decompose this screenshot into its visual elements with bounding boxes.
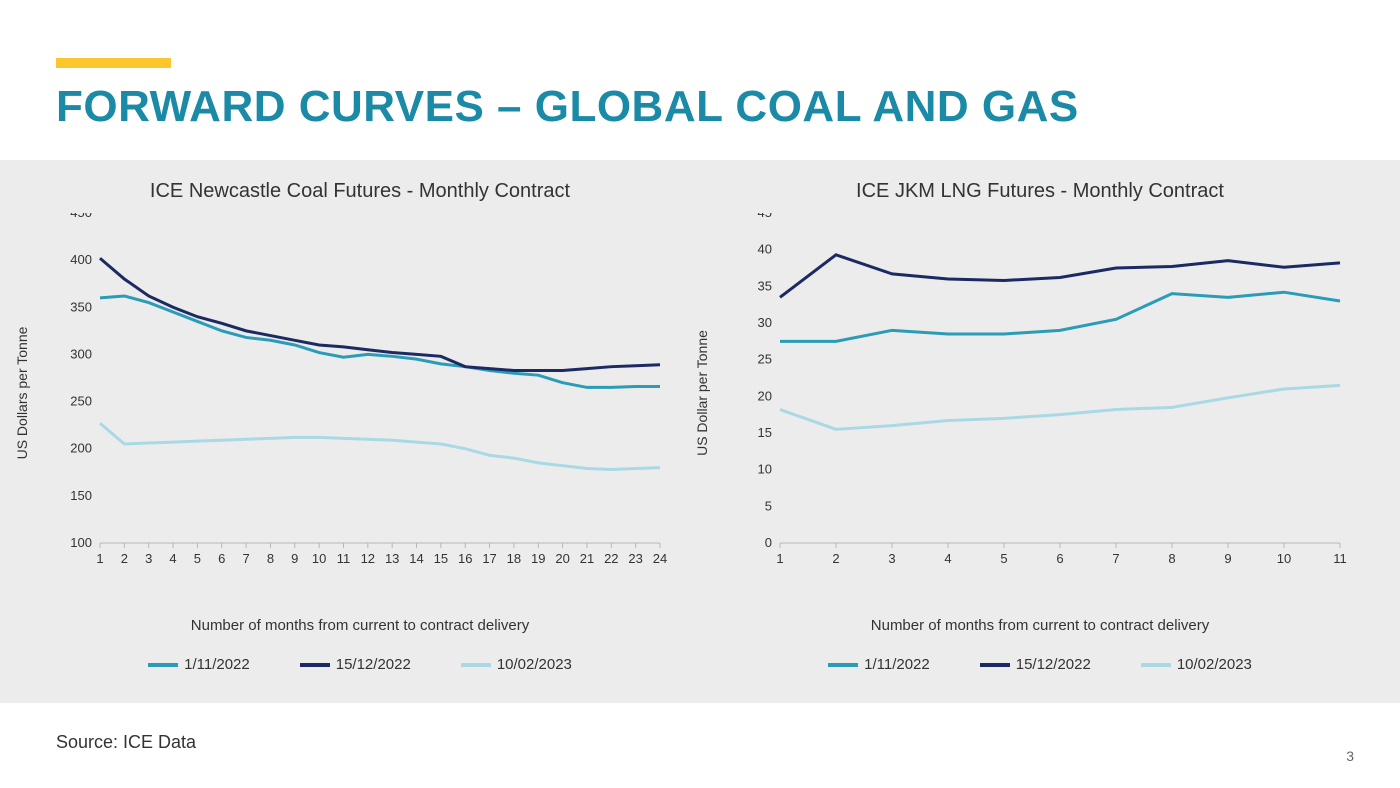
legend-label: 1/11/2022 (184, 656, 250, 673)
legend-item-s2: 15/12/2022 (300, 656, 411, 673)
svg-text:16: 16 (458, 551, 472, 566)
svg-text:8: 8 (1168, 551, 1175, 566)
legend-label: 1/11/2022 (864, 656, 930, 673)
legend-item-s3: 10/02/2023 (1141, 656, 1252, 673)
svg-text:2: 2 (121, 551, 128, 566)
chart-band: ICE Newcastle Coal Futures - Monthly Con… (0, 160, 1400, 703)
legend-swatch (980, 663, 1010, 667)
svg-text:17: 17 (482, 551, 496, 566)
svg-text:10: 10 (312, 551, 326, 566)
svg-text:19: 19 (531, 551, 545, 566)
svg-text:5: 5 (1000, 551, 1007, 566)
svg-text:300: 300 (70, 346, 92, 361)
svg-text:20: 20 (555, 551, 569, 566)
series-line-s2 (100, 258, 660, 370)
chart-left-y-label: US Dollars per Tonne (14, 327, 30, 460)
series-line-s1 (100, 296, 660, 387)
svg-text:350: 350 (70, 299, 92, 314)
svg-text:8: 8 (267, 551, 274, 566)
chart-right-y-label: US Dollar per Tonne (694, 330, 710, 456)
svg-text:150: 150 (70, 488, 92, 503)
svg-text:4: 4 (944, 551, 951, 566)
svg-text:5: 5 (765, 498, 772, 513)
svg-text:250: 250 (70, 394, 92, 409)
svg-text:18: 18 (507, 551, 521, 566)
svg-text:450: 450 (70, 213, 92, 220)
svg-text:12: 12 (361, 551, 375, 566)
chart-right-svg: 0510152025303540451234567891011 (720, 213, 1360, 583)
svg-text:9: 9 (1224, 551, 1231, 566)
legend-swatch (461, 663, 491, 667)
chart-left-plot-wrap: US Dollars per Tonne 1001502002503003504… (40, 213, 680, 573)
svg-text:23: 23 (628, 551, 642, 566)
chart-left-x-label: Number of months from current to contrac… (40, 617, 680, 634)
svg-text:7: 7 (1112, 551, 1119, 566)
svg-text:400: 400 (70, 252, 92, 267)
svg-text:14: 14 (409, 551, 423, 566)
svg-text:6: 6 (1056, 551, 1063, 566)
svg-text:6: 6 (218, 551, 225, 566)
svg-text:1: 1 (776, 551, 783, 566)
series-line-s1 (780, 292, 1340, 341)
svg-text:11: 11 (337, 551, 351, 566)
accent-bar (56, 58, 171, 68)
svg-text:30: 30 (758, 315, 772, 330)
series-line-s3 (100, 423, 660, 469)
legend-label: 15/12/2022 (336, 656, 411, 673)
legend-item-s3: 10/02/2023 (461, 656, 572, 673)
svg-text:22: 22 (604, 551, 618, 566)
legend-swatch (300, 663, 330, 667)
series-line-s3 (780, 385, 1340, 429)
legend-label: 10/02/2023 (497, 656, 572, 673)
legend-label: 10/02/2023 (1177, 656, 1252, 673)
chart-right-plot-wrap: US Dollar per Tonne 05101520253035404512… (720, 213, 1360, 573)
svg-text:3: 3 (888, 551, 895, 566)
source-note: Source: ICE Data (56, 732, 196, 753)
svg-text:15: 15 (758, 425, 772, 440)
legend-item-s2: 15/12/2022 (980, 656, 1091, 673)
legend-label: 15/12/2022 (1016, 656, 1091, 673)
legend-item-s1: 1/11/2022 (148, 656, 250, 673)
chart-left-svg: 1001502002503003504004501234567891011121… (40, 213, 680, 583)
svg-text:200: 200 (70, 441, 92, 456)
svg-text:0: 0 (765, 535, 772, 550)
svg-text:21: 21 (580, 551, 594, 566)
svg-text:5: 5 (194, 551, 201, 566)
svg-text:1: 1 (96, 551, 103, 566)
svg-text:7: 7 (242, 551, 249, 566)
svg-text:24: 24 (653, 551, 667, 566)
chart-right-title: ICE JKM LNG Futures - Monthly Contract (720, 180, 1360, 203)
legend-swatch (828, 663, 858, 667)
svg-text:45: 45 (758, 213, 772, 220)
svg-text:9: 9 (291, 551, 298, 566)
chart-right-legend: 1/11/2022 15/12/2022 10/02/2023 (720, 656, 1360, 673)
svg-text:4: 4 (169, 551, 176, 566)
svg-text:10: 10 (1277, 551, 1291, 566)
svg-text:13: 13 (385, 551, 399, 566)
svg-text:10: 10 (758, 462, 772, 477)
svg-text:2: 2 (832, 551, 839, 566)
page-number: 3 (1346, 748, 1354, 764)
chart-left-panel: ICE Newcastle Coal Futures - Monthly Con… (40, 180, 680, 680)
svg-text:35: 35 (758, 278, 772, 293)
series-line-s2 (780, 255, 1340, 298)
chart-right-panel: ICE JKM LNG Futures - Monthly Contract U… (720, 180, 1360, 680)
svg-text:11: 11 (1333, 551, 1347, 566)
legend-swatch (1141, 663, 1171, 667)
chart-left-title: ICE Newcastle Coal Futures - Monthly Con… (40, 180, 680, 203)
svg-text:100: 100 (70, 535, 92, 550)
legend-swatch (148, 663, 178, 667)
page-title: FORWARD CURVES – GLOBAL COAL AND GAS (56, 82, 1079, 132)
chart-left-legend: 1/11/2022 15/12/2022 10/02/2023 (40, 656, 680, 673)
svg-text:40: 40 (758, 242, 772, 257)
svg-text:15: 15 (434, 551, 448, 566)
svg-text:25: 25 (758, 352, 772, 367)
chart-right-x-label: Number of months from current to contrac… (720, 617, 1360, 634)
svg-text:3: 3 (145, 551, 152, 566)
legend-item-s1: 1/11/2022 (828, 656, 930, 673)
svg-text:20: 20 (758, 388, 772, 403)
